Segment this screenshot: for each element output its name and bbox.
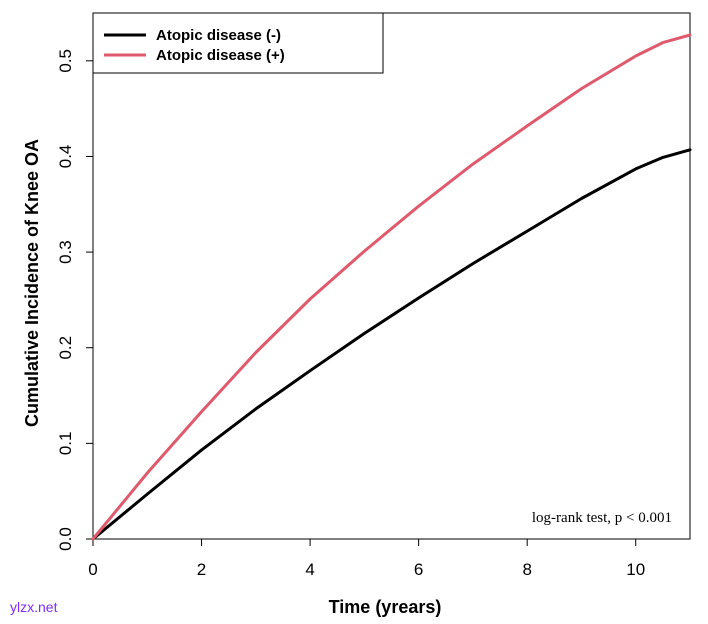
plot-frame bbox=[92, 12, 691, 540]
series-lines bbox=[91, 33, 692, 541]
x-tick-label: 0 bbox=[88, 560, 97, 579]
watermark: ylzx.net bbox=[10, 599, 58, 615]
y-tick-label: 0.5 bbox=[56, 49, 75, 73]
x-tick-label: 6 bbox=[414, 560, 423, 579]
y-tick-label: 0.3 bbox=[56, 240, 75, 264]
x-tick-label: 10 bbox=[626, 560, 645, 579]
log-rank-annotation: log-rank test, p < 0.001 bbox=[532, 510, 672, 526]
x-tick-label: 2 bbox=[197, 560, 206, 579]
legend-box bbox=[92, 12, 384, 74]
y-axis-title: Cumulative Incidence of Knee OA bbox=[22, 139, 42, 427]
series-line-atopic-negative bbox=[91, 148, 692, 541]
x-tick-label: 4 bbox=[305, 560, 314, 579]
legend: Atopic disease (-) Atopic disease (+) bbox=[92, 12, 384, 74]
y-tick-label: 0.1 bbox=[56, 432, 75, 456]
y-tick-label: 0.0 bbox=[56, 527, 75, 551]
legend-label-atopic-negative: Atopic disease (-) bbox=[156, 27, 281, 44]
y-axis: 0.0 0.1 0.2 0.3 0.4 0.5 bbox=[56, 49, 93, 551]
y-tick-label: 0.2 bbox=[56, 336, 75, 360]
legend-label-atopic-positive: Atopic disease (+) bbox=[156, 47, 285, 64]
x-axis: 0 2 4 6 8 10 bbox=[88, 539, 645, 579]
series-line-atopic-positive bbox=[91, 33, 692, 541]
y-tick-label: 0.4 bbox=[56, 145, 75, 169]
x-axis-title: Time (yrears) bbox=[329, 597, 442, 617]
x-tick-label: 8 bbox=[522, 560, 531, 579]
